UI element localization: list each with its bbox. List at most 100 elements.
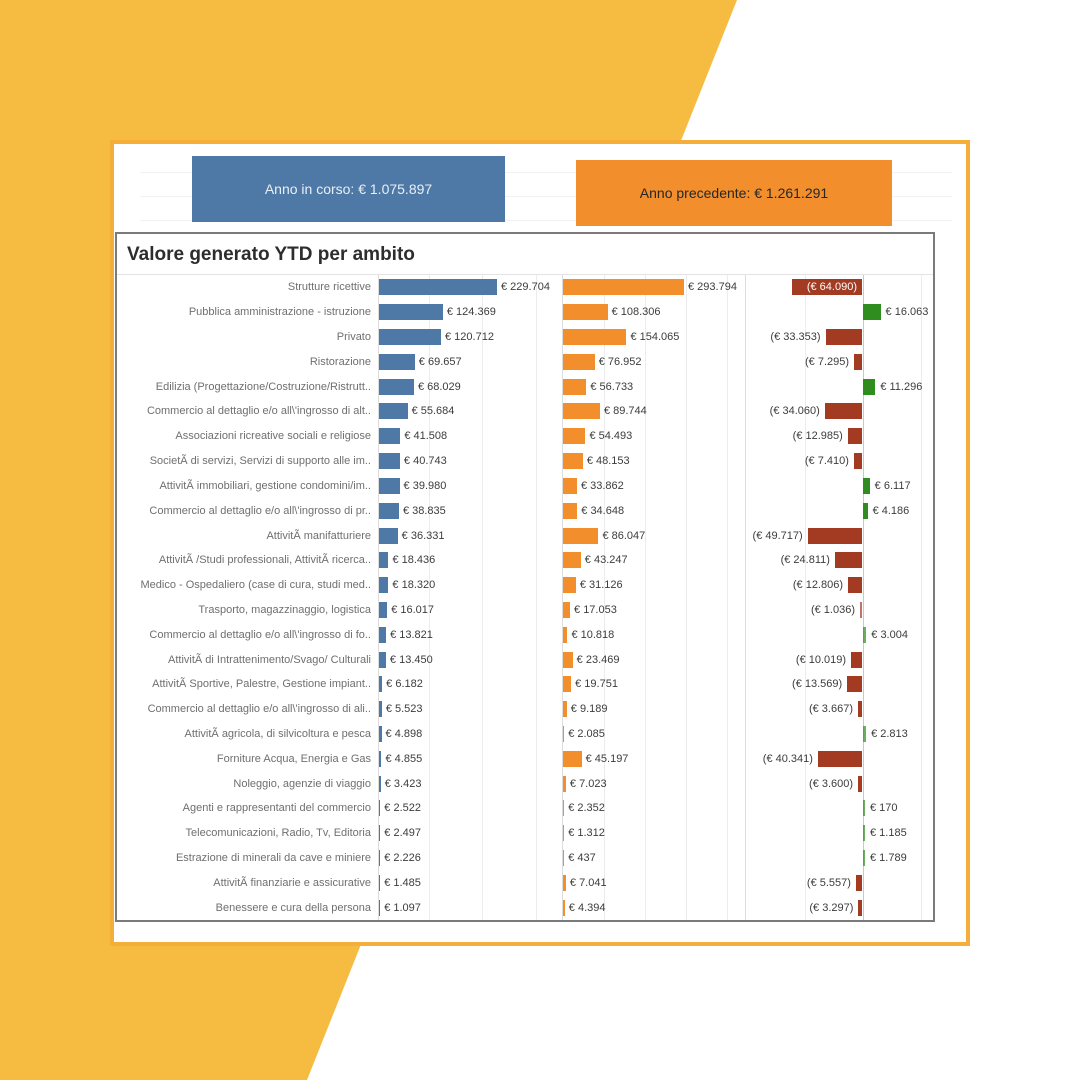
- bar-difference[interactable]: [863, 477, 870, 494]
- bar-difference[interactable]: [858, 899, 862, 916]
- bar-current-year[interactable]: [379, 701, 382, 718]
- bar-current-year[interactable]: [379, 626, 387, 643]
- bar-current-year[interactable]: [379, 775, 381, 792]
- difference-panel: (€ 34.060): [745, 399, 933, 424]
- bar-difference[interactable]: [860, 601, 862, 618]
- bar-difference[interactable]: [792, 279, 862, 296]
- bar-previous-year[interactable]: [563, 850, 565, 867]
- bar-previous-year[interactable]: [563, 800, 565, 817]
- bar-current-year[interactable]: [379, 750, 382, 767]
- bar-previous-year[interactable]: [563, 750, 582, 767]
- bar-previous-year[interactable]: [563, 552, 581, 569]
- bar-current-year[interactable]: [379, 304, 443, 321]
- bar-current-year[interactable]: [379, 726, 382, 743]
- bar-previous-year[interactable]: [563, 329, 627, 346]
- bar-previous-year[interactable]: [563, 577, 576, 594]
- difference-panel: (€ 33.353): [745, 324, 933, 350]
- bar-difference[interactable]: [847, 428, 862, 445]
- bar-current-year[interactable]: [379, 676, 383, 693]
- bar-difference[interactable]: [854, 353, 862, 370]
- bar-difference[interactable]: [863, 378, 876, 395]
- bar-previous-year[interactable]: [563, 378, 587, 395]
- bar-difference[interactable]: [851, 651, 862, 668]
- bar-difference[interactable]: [855, 874, 862, 891]
- difference-value: € 170: [870, 802, 898, 815]
- chart-panel: Valore generato YTD per ambito Strutture…: [115, 232, 935, 922]
- bar-current-year[interactable]: [379, 651, 386, 668]
- bar-current-year[interactable]: [379, 403, 408, 420]
- bar-difference[interactable]: [834, 552, 862, 569]
- category-label: Forniture Acqua, Energia e Gas: [216, 752, 371, 765]
- bar-difference[interactable]: [807, 527, 862, 544]
- previous-year-value: € 108.306: [611, 306, 661, 319]
- bar-previous-year[interactable]: [563, 601, 571, 618]
- bar-current-year[interactable]: [379, 329, 441, 346]
- bar-previous-year[interactable]: [563, 775, 566, 792]
- bar-previous-year[interactable]: [563, 279, 684, 296]
- bar-current-year[interactable]: [379, 800, 381, 817]
- bar-previous-year[interactable]: [563, 701, 567, 718]
- bar-difference[interactable]: [863, 502, 868, 519]
- current-year-panel: € 124.369: [378, 299, 562, 325]
- previous-year-value: € 7.023: [569, 777, 607, 790]
- bar-previous-year[interactable]: [563, 626, 568, 643]
- bar-difference[interactable]: [817, 750, 862, 767]
- current-year-panel: € 16.017: [378, 597, 562, 623]
- bar-previous-year[interactable]: [563, 403, 600, 420]
- bar-difference[interactable]: [863, 850, 865, 867]
- bar-previous-year[interactable]: [563, 676, 572, 693]
- bar-previous-year[interactable]: [563, 428, 586, 445]
- bar-current-year[interactable]: [379, 428, 401, 445]
- kpi-previous-year[interactable]: Anno precedente: € 1.261.291: [576, 160, 892, 226]
- previous-year-value: € 17.053: [574, 603, 617, 616]
- bar-previous-year[interactable]: [563, 726, 565, 743]
- bar-difference[interactable]: [825, 329, 862, 346]
- bar-difference[interactable]: [863, 726, 867, 743]
- bar-previous-year[interactable]: [563, 502, 578, 519]
- bar-previous-year[interactable]: [563, 651, 573, 668]
- bar-current-year[interactable]: [379, 353, 415, 370]
- bar-previous-year[interactable]: [563, 825, 565, 842]
- bar-previous-year[interactable]: [563, 899, 565, 916]
- bar-previous-year[interactable]: [563, 874, 566, 891]
- bar-current-year[interactable]: [379, 825, 381, 842]
- previous-year-value: € 19.751: [575, 678, 618, 691]
- bar-difference[interactable]: [853, 453, 862, 470]
- bar-previous-year[interactable]: [563, 527, 599, 544]
- previous-year-value: € 89.744: [603, 405, 647, 418]
- kpi-current-year[interactable]: Anno in corso: € 1.075.897: [192, 156, 505, 222]
- bar-difference[interactable]: [847, 676, 862, 693]
- bar-current-year[interactable]: [379, 453, 400, 470]
- bar-difference[interactable]: [858, 775, 862, 792]
- bar-previous-year[interactable]: [563, 304, 608, 321]
- bar-current-year[interactable]: [379, 874, 381, 891]
- bar-current-year[interactable]: [379, 279, 497, 296]
- previous-year-panel: € 9.189: [562, 696, 745, 722]
- bar-previous-year[interactable]: [563, 477, 577, 494]
- bar-difference[interactable]: [863, 800, 865, 817]
- bar-current-year[interactable]: [379, 552, 389, 569]
- bar-difference[interactable]: [858, 701, 862, 718]
- current-year-value: € 40.743: [403, 455, 447, 468]
- bar-difference[interactable]: [824, 403, 862, 420]
- bar-current-year[interactable]: [379, 378, 414, 395]
- bar-current-year[interactable]: [379, 577, 389, 594]
- bar-current-year[interactable]: [379, 850, 381, 867]
- bar-difference[interactable]: [863, 626, 867, 643]
- bar-current-year[interactable]: [379, 502, 399, 519]
- previous-year-panel: € 7.023: [562, 771, 745, 797]
- bar-difference[interactable]: [863, 825, 865, 842]
- category-label: Ristorazione: [309, 355, 371, 368]
- previous-year-value: € 9.189: [570, 703, 608, 716]
- bar-previous-year[interactable]: [563, 453, 583, 470]
- current-year-panel: € 38.835: [378, 498, 562, 524]
- bar-difference[interactable]: [863, 304, 881, 321]
- bar-previous-year[interactable]: [563, 353, 595, 370]
- bar-current-year[interactable]: [379, 899, 381, 916]
- bar-difference[interactable]: [848, 577, 862, 594]
- current-year-panel: € 68.029: [378, 374, 562, 400]
- bar-current-year[interactable]: [379, 527, 398, 544]
- divider: [140, 196, 952, 197]
- bar-current-year[interactable]: [379, 477, 400, 494]
- bar-current-year[interactable]: [379, 601, 388, 618]
